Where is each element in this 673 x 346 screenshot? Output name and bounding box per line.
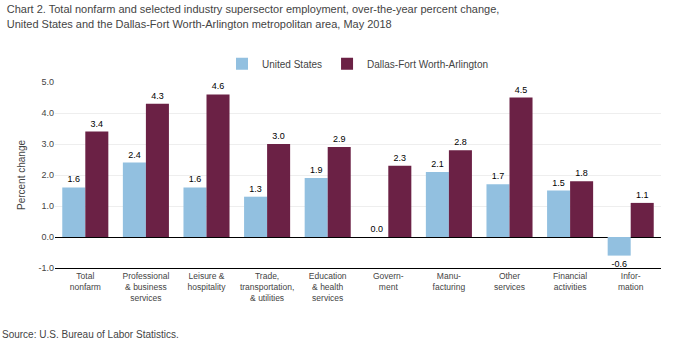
svg-text:4.6: 4.6 <box>212 81 225 91</box>
svg-text:1.0: 1.0 <box>41 201 54 211</box>
svg-text:Chart 2. Total nonfarm and sel: Chart 2. Total nonfarm and selected indu… <box>7 3 500 29</box>
svg-text:1.6: 1.6 <box>189 174 202 184</box>
svg-text:0.0: 0.0 <box>41 232 54 242</box>
svg-text:Financialactivities: Financialactivities <box>553 271 587 292</box>
svg-text:-1.0: -1.0 <box>38 263 54 273</box>
svg-text:2.1: 2.1 <box>431 159 444 169</box>
svg-text:2.8: 2.8 <box>454 137 467 147</box>
svg-text:Leisure &hospitality: Leisure &hospitality <box>188 271 227 292</box>
svg-text:2.9: 2.9 <box>333 134 346 144</box>
svg-text:3.0: 3.0 <box>41 139 54 149</box>
svg-text:1.5: 1.5 <box>552 178 565 188</box>
svg-text:Trade,transportation,& utiliti: Trade,transportation,& utilities <box>240 271 294 303</box>
svg-text:1.3: 1.3 <box>249 184 262 194</box>
svg-text:3.4: 3.4 <box>91 119 104 129</box>
svg-text:1.6: 1.6 <box>68 174 81 184</box>
svg-text:1.1: 1.1 <box>636 190 649 200</box>
svg-text:3.0: 3.0 <box>272 131 285 141</box>
svg-text:Source: U.S. Bureau of Labor S: Source: U.S. Bureau of Labor Statistics. <box>2 329 179 340</box>
svg-text:0.0: 0.0 <box>371 224 384 234</box>
svg-text:-0.6: -0.6 <box>611 259 627 269</box>
svg-text:Manu-facturing: Manu-facturing <box>433 271 466 292</box>
svg-text:1.9: 1.9 <box>310 165 323 175</box>
svg-text:Otherservices: Otherservices <box>494 271 525 292</box>
svg-text:5.0: 5.0 <box>41 77 54 87</box>
svg-text:2.4: 2.4 <box>128 150 141 160</box>
svg-text:2.3: 2.3 <box>394 153 407 163</box>
svg-text:2.0: 2.0 <box>41 170 54 180</box>
svg-text:Percent change: Percent change <box>16 140 27 210</box>
svg-text:4.3: 4.3 <box>151 91 164 101</box>
svg-text:Education& healthservices: Education& healthservices <box>309 271 347 303</box>
svg-text:1.8: 1.8 <box>575 168 588 178</box>
svg-text:4.0: 4.0 <box>41 108 54 118</box>
svg-text:Infor-mation: Infor-mation <box>618 271 644 292</box>
svg-text:Dallas-Fort Worth-Arlington: Dallas-Fort Worth-Arlington <box>367 59 488 70</box>
svg-text:Govern-ment: Govern-ment <box>373 271 404 292</box>
svg-text:4.5: 4.5 <box>515 85 528 95</box>
svg-text:United States: United States <box>262 59 322 70</box>
svg-text:1.7: 1.7 <box>492 171 505 181</box>
svg-text:Totalnonfarm: Totalnonfarm <box>70 271 101 292</box>
svg-text:Professional& businessservices: Professional& businessservices <box>123 271 170 303</box>
